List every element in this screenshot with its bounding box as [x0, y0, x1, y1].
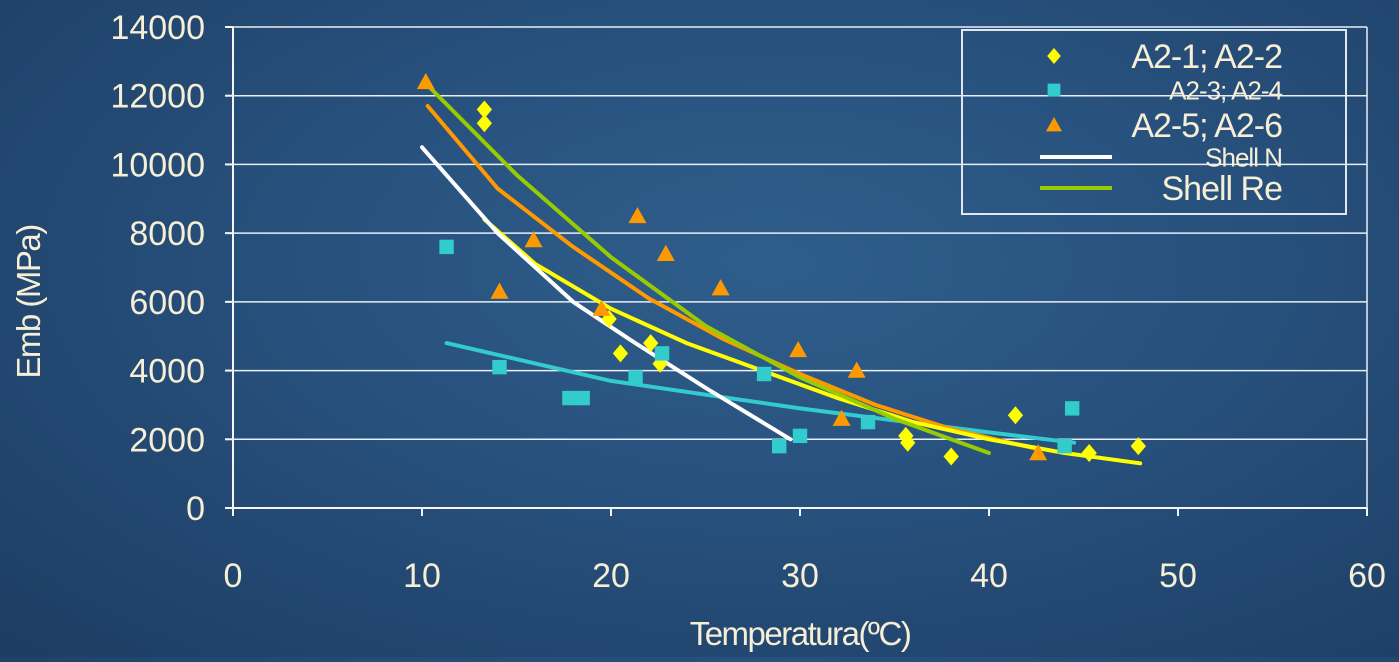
- data-point: [439, 239, 454, 255]
- y-tick-label: 8000: [129, 215, 205, 253]
- trend-line: [425, 104, 1042, 452]
- x-tick-label: 20: [592, 557, 630, 595]
- data-point: [1029, 444, 1048, 461]
- legend-label: A2-3; A2-4: [1169, 75, 1282, 105]
- data-point: [943, 447, 959, 466]
- x-tick-label: 40: [970, 557, 1008, 595]
- legend-label: A2-1; A2-2: [1131, 38, 1282, 76]
- x-tick-label: 50: [1159, 557, 1197, 595]
- y-tick-label: 10000: [110, 146, 205, 184]
- y-tick-label: 14000: [110, 9, 205, 47]
- data-point: [656, 244, 675, 261]
- data-point: [711, 279, 730, 296]
- legend-label: Shell N: [1205, 142, 1282, 172]
- data-point: [416, 72, 435, 90]
- data-point: [592, 299, 611, 316]
- data-point: [612, 344, 629, 363]
- legend-box: [961, 29, 1347, 215]
- trend-line: [444, 341, 1077, 445]
- legend-label: Shell Re: [1161, 170, 1282, 208]
- legend-label: A2-5; A2-6: [1131, 107, 1282, 145]
- data-point: [492, 359, 507, 375]
- data-point: [1007, 406, 1024, 425]
- data-point: [832, 409, 851, 426]
- data-point: [1130, 437, 1146, 456]
- y-tick-label: 6000: [129, 284, 205, 322]
- data-point: [476, 114, 493, 133]
- x-axis-title: Temperatura(ºC): [690, 615, 911, 652]
- legend-swatch: [1047, 83, 1061, 97]
- data-point: [789, 340, 808, 358]
- y-tick-label: 12000: [110, 78, 205, 116]
- data-point: [860, 414, 876, 430]
- data-point: [1081, 444, 1097, 463]
- y-tick-label: 4000: [129, 353, 205, 391]
- data-point: [643, 334, 659, 353]
- data-point: [792, 428, 808, 444]
- axis-layer: 0 2000 4000 6000 8000 10000 12000 14000 0 10 20 30 4…: [110, 9, 1385, 595]
- data-point: [628, 206, 647, 224]
- data-point: [756, 366, 772, 382]
- x-tick-label: 60: [1348, 557, 1386, 595]
- data-point: [575, 390, 590, 406]
- data-markers: [416, 72, 1146, 466]
- data-point: [490, 282, 509, 299]
- data-point: [772, 438, 787, 454]
- y-tick-label: 2000: [129, 421, 205, 459]
- x-tick-label: 10: [403, 557, 441, 595]
- legend-swatch: [1047, 48, 1061, 64]
- data-point: [562, 390, 577, 406]
- grid-layer: [233, 26, 1368, 508]
- trend-line: [425, 83, 991, 455]
- data-point: [1064, 401, 1080, 416]
- y-tick-label: 0: [186, 490, 205, 528]
- data-point: [524, 231, 543, 248]
- data-point: [654, 346, 670, 361]
- x-tick-label: 30: [781, 557, 819, 595]
- trend-lines: [420, 83, 1143, 466]
- legend-swatch: [1046, 117, 1062, 132]
- x-tick-label: 0: [224, 557, 243, 595]
- trend-line: [482, 217, 1143, 466]
- y-axis-title: Emb (MPa): [10, 225, 47, 378]
- data-point: [476, 100, 493, 119]
- data-point: [628, 370, 643, 385]
- data-point: [900, 433, 916, 452]
- data-point: [1057, 438, 1072, 454]
- data-point: [847, 361, 866, 378]
- trend-line: [420, 145, 793, 442]
